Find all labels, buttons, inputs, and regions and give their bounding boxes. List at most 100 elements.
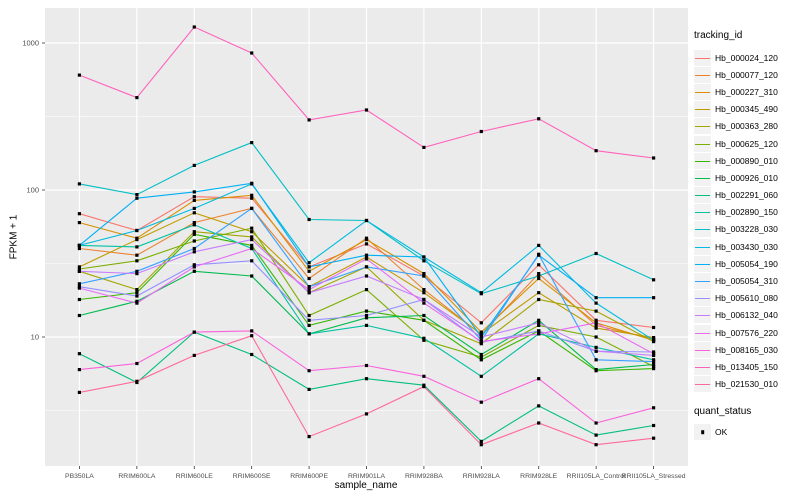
x-tick-label: RRIM600SE <box>233 473 271 480</box>
legend-label: Hb_007576_220 <box>715 327 778 338</box>
legend-key <box>694 135 711 152</box>
legend-key-line <box>695 212 710 214</box>
legend-item-Hb_000227_310: Hb_000227_310 <box>694 83 800 100</box>
legend-key-line <box>695 298 710 300</box>
legend-key <box>694 358 711 375</box>
legend-label: Hb_005054_190 <box>715 258 778 269</box>
legend-key <box>694 83 711 100</box>
x-tick-label: RRII105LA_Stressed <box>622 473 686 480</box>
ok-marker-icon <box>700 430 705 435</box>
x-axis-title: sample_name <box>334 480 398 491</box>
legend-key <box>694 324 711 341</box>
legend: tracking_id Hb_000024_120 Hb_000077_120 Hb… <box>694 30 800 441</box>
legend-key <box>694 273 711 290</box>
legend-key <box>694 290 711 307</box>
legend-key-line <box>695 246 710 248</box>
x-tick-label: RRIM600PE <box>290 473 328 480</box>
legend-item-Hb_000077_120: Hb_000077_120 <box>694 66 800 83</box>
y-tick-label: 1000 <box>22 39 39 48</box>
legend-key-line <box>695 195 710 197</box>
y-tick-label: 100 <box>26 186 39 195</box>
legend-key-line <box>695 160 710 162</box>
legend-item-Hb_008165_030: Hb_008165_030 <box>694 341 800 358</box>
y-tick-label: 10 <box>31 333 39 342</box>
legend-key <box>694 307 711 324</box>
legend-key-line <box>695 263 710 265</box>
data-points <box>77 25 656 447</box>
legend-key <box>694 376 711 393</box>
legend-item-Hb_007576_220: Hb_007576_220 <box>694 324 800 341</box>
legend-item-Hb_021530_010: Hb_021530_010 <box>694 376 800 393</box>
legend-label: Hb_000926_010 <box>715 172 778 183</box>
x-tick-label: RRIM600LA <box>118 473 155 480</box>
axis-ticks <box>42 42 654 469</box>
legend-key <box>694 238 711 255</box>
legend-key-line <box>695 143 710 145</box>
legend-label: Hb_005610_080 <box>715 293 778 304</box>
x-tick-label: RRII105LA_Control <box>567 473 626 480</box>
legend-item-Hb_006132_040: Hb_006132_040 <box>694 307 800 324</box>
legend-label: Hb_002890_150 <box>715 207 778 218</box>
legend-label: Hb_000345_490 <box>715 104 778 115</box>
legend-label: Hb_000890_010 <box>715 155 778 166</box>
legend-label: Hb_006132_040 <box>715 310 778 321</box>
legend-key-line <box>695 332 710 334</box>
legend-key-line <box>695 177 710 179</box>
legend-key <box>694 187 711 204</box>
quant-status-label: OK <box>715 427 728 438</box>
legend-key-line <box>695 229 710 231</box>
legend-item-Hb_000363_280: Hb_000363_280 <box>694 118 800 135</box>
legend-label: Hb_000024_120 <box>715 52 778 63</box>
legend-item-Hb_005054_190: Hb_005054_190 <box>694 255 800 272</box>
legend-key <box>694 101 711 118</box>
legend-label: Hb_003430_030 <box>715 241 778 252</box>
legend-item-Hb_002890_150: Hb_002890_150 <box>694 204 800 221</box>
legend-label: Hb_000227_310 <box>715 86 778 97</box>
legend-label: Hb_002291_060 <box>715 190 778 201</box>
legend-key-line <box>695 384 710 386</box>
legend-item-Hb_003228_030: Hb_003228_030 <box>694 221 800 238</box>
legend-key <box>694 204 711 221</box>
legend-key-line <box>695 349 710 351</box>
legend-label: Hb_021530_010 <box>715 379 778 390</box>
x-tick-label: RRIM600LE <box>176 473 213 480</box>
legend-key <box>694 49 711 66</box>
x-tick-label: RRIM928BA <box>405 473 443 480</box>
legend-key <box>694 152 711 169</box>
legend-key-line <box>695 57 710 59</box>
legend-item-Hb_000345_490: Hb_000345_490 <box>694 101 800 118</box>
legend-label: Hb_000625_120 <box>715 138 778 149</box>
legend-item-Hb_000926_010: Hb_000926_010 <box>694 169 800 186</box>
legend-label: Hb_000077_120 <box>715 69 778 80</box>
legend-item-Hb_002291_060: Hb_002291_060 <box>694 187 800 204</box>
legend-item-Hb_000024_120: Hb_000024_120 <box>694 49 800 66</box>
legend-key <box>694 118 711 135</box>
legend-label: Hb_000363_280 <box>715 121 778 132</box>
legend-item-Hb_000890_010: Hb_000890_010 <box>694 152 800 169</box>
y-axis-title: FPKM + 1 <box>8 214 20 260</box>
legend-key-line <box>695 74 710 76</box>
legend-item-Hb_013405_150: Hb_013405_150 <box>694 358 800 375</box>
legend-key <box>694 341 711 358</box>
legend-key <box>694 221 711 238</box>
quant-status-item: OK <box>694 424 800 441</box>
axis-tick-labels: 1000 100 10 PB350LA RRIM600LA RRIM600LE RRIM60… <box>22 39 685 480</box>
legend-title-quant-status: quant_status <box>694 405 752 417</box>
legend-label: Hb_013405_150 <box>715 361 778 372</box>
legend-item-Hb_003430_030: Hb_003430_030 <box>694 238 800 255</box>
legend-key-line <box>695 366 710 368</box>
legend-key-line <box>695 315 710 317</box>
legend-key <box>694 66 711 83</box>
legend-key-line <box>695 126 710 128</box>
legend-item-Hb_005610_080: Hb_005610_080 <box>694 290 800 307</box>
legend-label: Hb_008165_030 <box>715 344 778 355</box>
x-tick-label: RRIM928LE <box>520 473 557 480</box>
legend-item-Hb_005054_310: Hb_005054_310 <box>694 272 800 290</box>
x-tick-label: PB350LA <box>65 473 94 480</box>
legend-label: Hb_005054_310 <box>715 276 778 287</box>
legend-key <box>694 169 711 186</box>
x-tick-label: RRIM901LA <box>348 473 385 480</box>
x-tick-label: RRIM928LA <box>463 473 500 480</box>
legend-key-line <box>695 109 710 111</box>
